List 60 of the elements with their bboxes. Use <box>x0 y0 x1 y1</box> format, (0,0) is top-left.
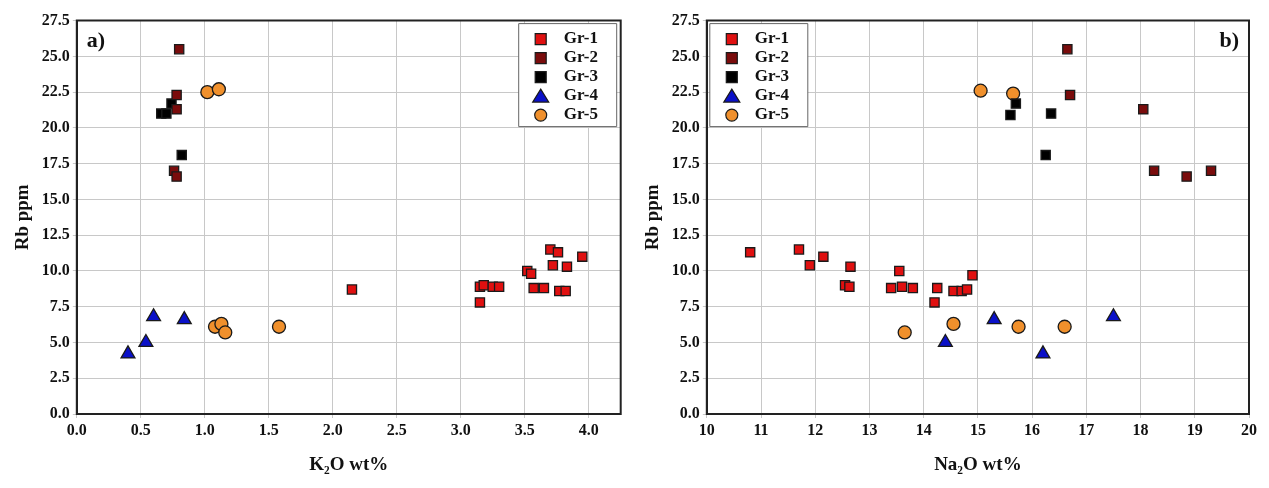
y-tick-label: 15.0 <box>671 189 700 207</box>
y-tick-label: 7.5 <box>49 296 70 314</box>
y-tick-label: 22.5 <box>41 82 70 100</box>
legend-label: Gr-4 <box>563 85 599 105</box>
x-tick-label: 10 <box>698 420 715 438</box>
y-axis-title: Rb ppm <box>641 184 663 251</box>
legend-label: Gr-2 <box>754 47 790 67</box>
legend-label: Gr-2 <box>563 47 599 67</box>
x-tick-label: 11 <box>753 420 769 438</box>
y-tick-label: 17.5 <box>41 153 70 171</box>
y-tick-label: 5.0 <box>679 332 700 350</box>
x-tick-label: 17 <box>1078 420 1095 438</box>
x-tick-label: 19 <box>1186 420 1203 438</box>
legend-label: Gr-4 <box>754 85 790 105</box>
y-tick-label: 7.5 <box>679 296 700 314</box>
y-tick-label: 25.0 <box>41 46 70 64</box>
x-tick-label: 20 <box>1241 420 1257 438</box>
x-tick-label: 2.5 <box>386 420 407 438</box>
x-tick-label: 4.0 <box>578 420 599 438</box>
x-tick-label: 1.5 <box>258 420 279 438</box>
legend-label: Gr-1 <box>754 28 790 48</box>
x-tick-label: 15 <box>969 420 986 438</box>
x-tick-label: 0.5 <box>130 420 151 438</box>
annotation: a) <box>86 27 106 53</box>
y-tick-label: 17.5 <box>671 153 700 171</box>
x-tick-label: 1.0 <box>194 420 215 438</box>
legend-label: Gr-3 <box>754 66 790 86</box>
y-tick-label: 12.5 <box>41 225 70 243</box>
y-tick-label: 27.5 <box>41 10 70 28</box>
x-tick-label: 2.0 <box>322 420 343 438</box>
x-tick-label: 12 <box>807 420 824 438</box>
x-tick-label: 16 <box>1024 420 1041 438</box>
x-tick-label: 13 <box>861 420 878 438</box>
y-tick-label: 25.0 <box>671 46 700 64</box>
y-tick-label: 5.0 <box>49 332 70 350</box>
legend-label: Gr-5 <box>754 104 790 124</box>
annotation: b) <box>1219 27 1239 53</box>
x-tick-label: 3.5 <box>514 420 535 438</box>
y-tick-label: 10.0 <box>41 261 70 279</box>
y-tick-label: 10.0 <box>671 261 700 279</box>
legend-label: Gr-3 <box>563 66 599 86</box>
x-axis-title: K₂O wt% <box>309 452 389 474</box>
legend-label: Gr-5 <box>563 104 599 124</box>
y-tick-label: 22.5 <box>671 82 700 100</box>
y-tick-label: 27.5 <box>671 10 700 28</box>
y-axis-title: Rb ppm <box>11 184 33 251</box>
y-tick-label: 20.0 <box>41 118 70 136</box>
x-tick-label: 3.0 <box>450 420 471 438</box>
y-tick-label: 20.0 <box>671 118 700 136</box>
legend-label: Gr-1 <box>563 28 599 48</box>
y-tick-label: 12.5 <box>671 225 700 243</box>
x-tick-label: 14 <box>915 420 932 438</box>
y-tick-label: 15.0 <box>41 189 70 207</box>
y-tick-label: 2.5 <box>49 368 70 386</box>
x-tick-label: 18 <box>1132 420 1149 438</box>
y-tick-label: 0.0 <box>49 404 70 422</box>
x-tick-label: 0.0 <box>66 420 87 438</box>
x-axis-title: Na₂O wt% <box>934 452 1022 474</box>
y-tick-label: 0.0 <box>679 404 700 422</box>
y-tick-label: 2.5 <box>679 368 700 386</box>
